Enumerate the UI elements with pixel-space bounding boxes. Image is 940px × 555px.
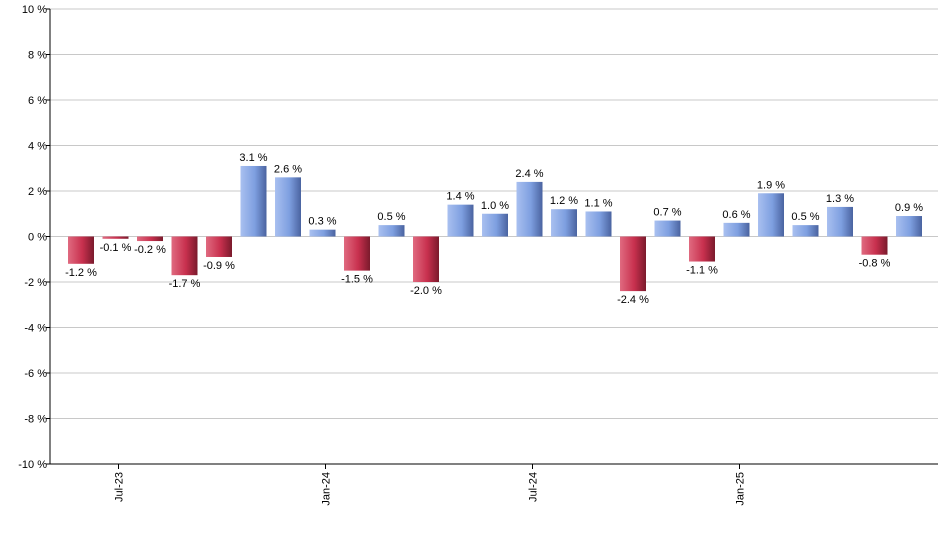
bar: [482, 213, 508, 237]
bar-data-label: -1.7 %: [169, 278, 201, 290]
bar-data-label: 2.4 %: [515, 168, 543, 180]
axes: [49, 9, 938, 469]
bar: [551, 209, 577, 237]
bar-data-label: -2.4 %: [617, 294, 649, 306]
bar: [309, 229, 336, 237]
bar-data-label: 1.3 %: [826, 193, 854, 205]
bar-data-label: 0.3 %: [308, 216, 336, 228]
bar: [344, 236, 370, 271]
bar: [723, 222, 750, 237]
bar: [516, 181, 543, 237]
x-tick-label: Jan-25: [735, 472, 747, 506]
bar: [861, 236, 888, 255]
bar-data-label: 2.6 %: [274, 163, 302, 175]
bar-data-label: 0.5 %: [377, 211, 405, 223]
bar: [206, 236, 232, 257]
bar-data-label: -1.5 %: [341, 274, 373, 286]
bar-data-label: 1.0 %: [481, 200, 509, 212]
y-tick-label: -6 %: [24, 368, 47, 380]
bar: [792, 225, 819, 237]
bar-data-label: -0.2 %: [134, 244, 166, 256]
bar: [758, 193, 784, 237]
y-tick-label: -4 %: [24, 323, 47, 335]
bar-data-label: 0.7 %: [653, 207, 681, 219]
bar: [171, 236, 198, 276]
bar-data-label: 3.1 %: [239, 152, 267, 164]
bar: [240, 165, 267, 237]
bar-data-labels: -1.2 % -0.1 % -0.2 % -1.7 %-0.9 % 3.1 % 2.6 %…: [65, 152, 923, 306]
y-tick-label: 8 %: [28, 50, 47, 62]
bar: [827, 206, 853, 237]
x-tick-label: Jul-23: [114, 472, 126, 502]
bar-data-label: 0.6 %: [722, 209, 750, 221]
bar: [68, 236, 94, 264]
bar-data-label: 1.9 %: [757, 179, 785, 191]
y-tick-label: 10 %: [22, 4, 47, 16]
bar-data-label: 1.1 %: [584, 197, 612, 209]
y-tick-label: -8 %: [24, 414, 47, 426]
bar-data-label: -1.1 %: [686, 265, 718, 277]
y-tick-label: 0 %: [28, 232, 47, 244]
bar: [137, 236, 163, 242]
y-tick-label: 4 %: [28, 141, 47, 153]
bar-data-label: -0.8 %: [859, 258, 891, 270]
bar: [413, 236, 439, 282]
bar-data-label: 1.4 %: [446, 191, 474, 203]
x-tick-label: Jan-24: [321, 472, 333, 506]
bar: [620, 236, 646, 292]
bar-data-label: 1.2 %: [550, 195, 578, 207]
bar: [102, 236, 129, 239]
bar: [896, 216, 922, 237]
bar-data-label: 0.5 %: [791, 211, 819, 223]
y-tick-label: -10 %: [18, 459, 47, 471]
y-tick-label: -2 %: [24, 277, 47, 289]
bar: [378, 225, 405, 237]
bar-data-label: -0.1 %: [100, 242, 132, 254]
x-tick-label: Jul-24: [528, 472, 540, 502]
y-tick-label: 6 %: [28, 95, 47, 107]
bars: [68, 165, 922, 292]
bar: [689, 236, 715, 262]
bar-data-label: 0.9 %: [895, 202, 923, 214]
bar: [447, 204, 474, 237]
bar-data-label: -2.0 %: [410, 285, 442, 297]
bar-data-label: -1.2 %: [65, 267, 97, 279]
bar: [585, 211, 612, 237]
bar-data-label: -0.9 %: [203, 260, 235, 272]
y-tick-label: 2 %: [28, 186, 47, 198]
bar: [654, 220, 681, 237]
bar: [275, 177, 301, 237]
x-axis-tick-labels: Jul-23 Jan-24 Jul-24 Jan-25: [114, 472, 747, 506]
y-axis-tick-labels: 10 % 8 % 6 % 4 % 2 % 0 % -2 % -4 % -6 % -8 % -10 %: [18, 4, 47, 471]
